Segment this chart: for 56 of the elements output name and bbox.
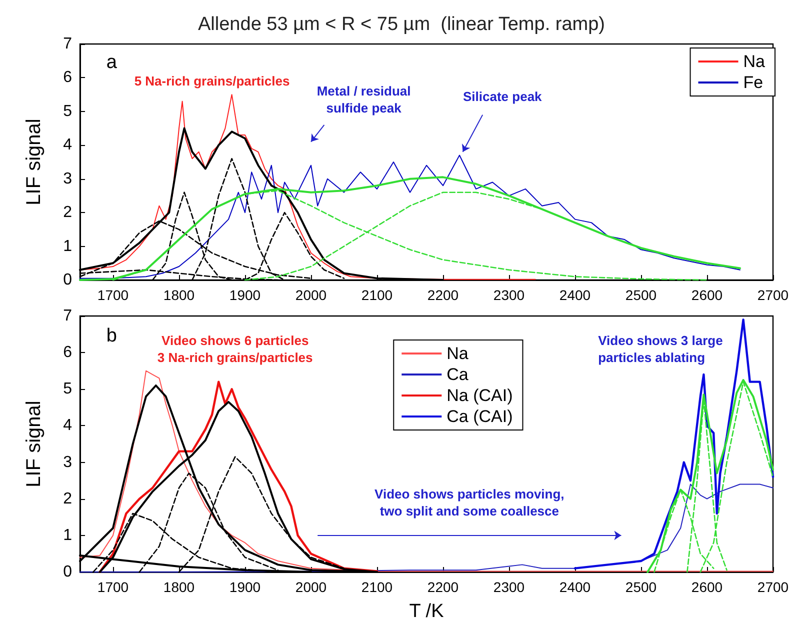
y-axis-title: LIF signal: [23, 118, 45, 206]
legend-label: Ca: [446, 365, 469, 384]
y-tick-label: 2: [63, 204, 72, 222]
x-tick-label: 1700: [97, 579, 129, 595]
y-tick-label: 5: [63, 380, 72, 398]
annotation: Video shows 6 particles 3 Na-rich grains/particles: [157, 332, 313, 365]
y-axis-title: LIF signal: [23, 400, 45, 488]
x-tick-label: 2000: [295, 579, 327, 595]
x-tick-label: 1900: [229, 287, 261, 303]
annotation: Metal / residual sulfide peak: [316, 84, 411, 116]
x-tick-label: 2600: [691, 287, 723, 303]
y-tick-label: 0: [63, 564, 72, 580]
chart-title: Allende 53 µm < R < 75 µm (linear Temp. ramp): [198, 14, 605, 35]
legend-label: Na (CAI): [446, 386, 513, 405]
y-tick-label: 1: [63, 238, 72, 255]
x-tick-label: 2700: [757, 287, 789, 303]
legend-label: Na: [446, 344, 469, 363]
annotation: Video shows 3 large particles ablating: [598, 332, 723, 365]
y-tick-label: 5: [63, 102, 72, 120]
x-tick-label: 2300: [493, 287, 525, 303]
annotation: a: [106, 52, 118, 74]
y-tick-label: 3: [63, 454, 72, 471]
x-axis-title: T /K: [409, 601, 444, 622]
y-tick-label: 0: [63, 272, 72, 288]
y-tick-label: 7: [63, 36, 72, 52]
annotation: Video shows particles moving, two split and some coallesce: [374, 486, 564, 519]
x-tick-label: 2000: [295, 287, 327, 303]
x-tick-label: 2200: [427, 287, 459, 303]
legend-label: Ca (CAI): [446, 407, 513, 426]
x-tick-label: 2500: [625, 287, 657, 303]
y-tick-label: 3: [63, 170, 72, 188]
legend-label: Na: [743, 52, 766, 71]
y-tick-label: 1: [63, 526, 72, 544]
x-tick-label: 2400: [559, 287, 591, 303]
y-tick-label: 6: [63, 69, 72, 86]
x-tick-label: 2100: [361, 579, 393, 595]
annotation: Silicate peak: [463, 88, 543, 104]
x-tick-label: 2600: [691, 579, 723, 595]
y-tick-label: 2: [63, 490, 72, 508]
y-tick-label: 4: [63, 417, 72, 434]
x-tick-label: 2500: [625, 579, 657, 595]
x-tick-label: 1700: [97, 287, 129, 303]
annotation: b: [106, 326, 117, 347]
x-tick-label: 1800: [163, 579, 195, 595]
x-tick-label: 2100: [361, 287, 393, 303]
x-tick-label: 1900: [229, 579, 261, 595]
annotation: 5 Na-rich grains/particles: [134, 74, 290, 89]
x-tick-label: 2400: [559, 579, 591, 595]
y-tick-label: 4: [63, 136, 72, 154]
x-tick-label: 2300: [493, 579, 525, 595]
y-tick-label: 7: [63, 308, 72, 324]
legend-label: Fe: [743, 73, 764, 92]
y-tick-label: 6: [63, 344, 72, 362]
x-tick-label: 2200: [427, 579, 459, 595]
x-tick-label: 2700: [757, 579, 789, 595]
x-tick-label: 1800: [163, 287, 195, 303]
